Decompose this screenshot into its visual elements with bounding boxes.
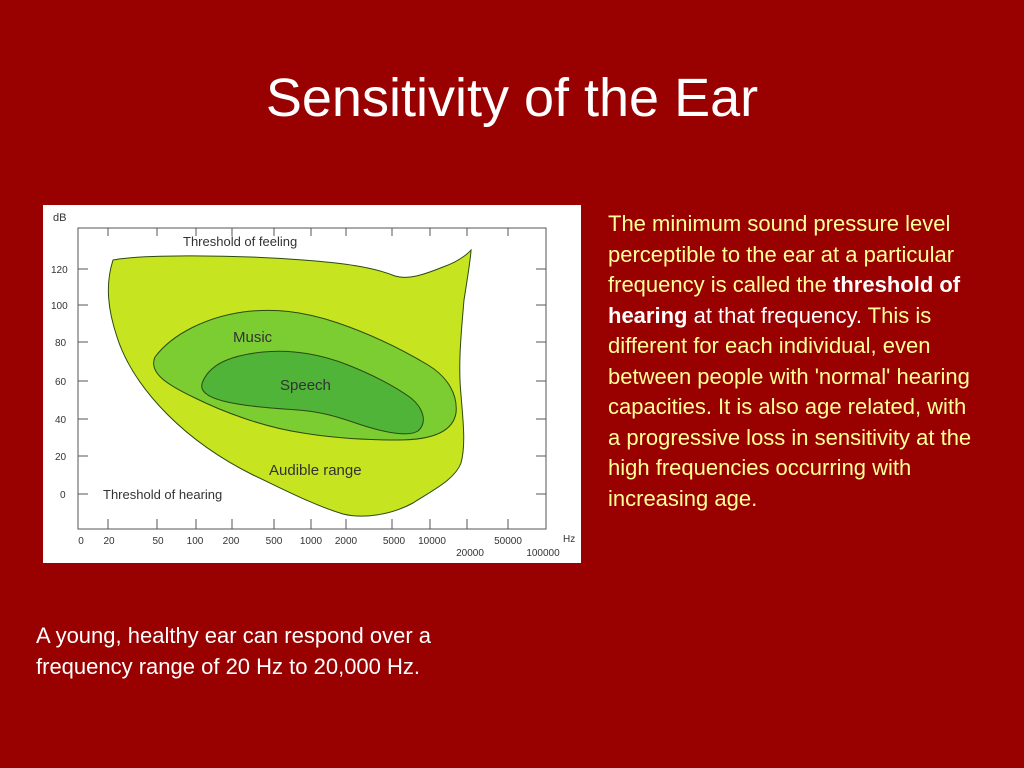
- y-tick-label: 40: [55, 415, 67, 426]
- y-tick-label: 60: [55, 377, 67, 388]
- plot-frame: [77, 227, 547, 530]
- x-tick-label: 20: [103, 536, 115, 547]
- slide-title: Sensitivity of the Ear: [265, 68, 759, 128]
- diagram-svg: dB 120 100 80 60 40 20 0: [51, 212, 575, 559]
- audible-range-label: Audible range: [269, 462, 362, 479]
- frequency-range-caption: A young, healthy ear can respond over a …: [36, 623, 432, 679]
- description-part-3: This is different for each individual, e…: [608, 302, 972, 511]
- x-tick-labels: 0 20 50 100 200 500 1000 2000 5000 10000…: [78, 536, 560, 559]
- hearing-range-diagram: dB 120 100 80 60 40 20 0: [43, 205, 581, 563]
- x-tick-marks: [107, 228, 509, 529]
- y-tick-label: 80: [55, 338, 67, 349]
- y-tick-label: 0: [60, 490, 66, 501]
- description-part-1: The minimum sound pressure level percept…: [608, 211, 955, 297]
- x-tick-label: 2000: [335, 536, 358, 547]
- y-tick-label: 20: [55, 452, 67, 463]
- x-tick-label: 20000: [456, 548, 484, 559]
- y-tick-label: 100: [51, 301, 68, 312]
- x-tick-label: 500: [266, 536, 283, 547]
- threshold-of-feeling-label: Threshold of feeling: [183, 234, 297, 249]
- threshold-of-hearing-label: Threshold of hearing: [103, 487, 222, 502]
- y-tick-marks: [78, 268, 546, 495]
- description-part-2: at that frequency.: [687, 302, 862, 328]
- x-tick-label: 50000: [494, 536, 522, 547]
- music-label: Music: [233, 329, 273, 346]
- threshold-of-hearing-term: threshold of hearing: [608, 272, 961, 328]
- y-tick-label: 120: [51, 265, 68, 276]
- y-tick-labels: 120 100 80 60 40 20 0: [51, 265, 68, 501]
- x-tick-label: 200: [223, 536, 240, 547]
- y-unit-label: dB: [53, 212, 66, 224]
- threshold-description: The minimum sound pressure level percept…: [608, 209, 978, 514]
- x-tick-label: 100000: [526, 548, 560, 559]
- x-tick-label: 10000: [418, 536, 446, 547]
- x-unit-label: Hz: [563, 534, 575, 545]
- x-tick-label: 100: [187, 536, 204, 547]
- x-tick-label: 0: [78, 536, 84, 547]
- speech-label: Speech: [280, 377, 331, 394]
- x-tick-label: 50: [152, 536, 164, 547]
- x-tick-label: 5000: [383, 536, 406, 547]
- speech-region: [201, 350, 424, 435]
- x-tick-label: 1000: [300, 536, 323, 547]
